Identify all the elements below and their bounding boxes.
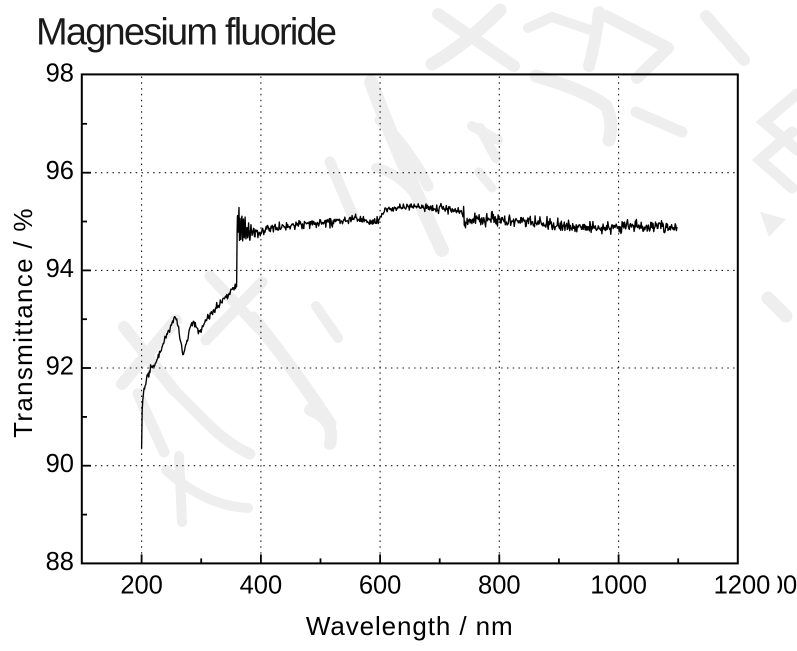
- svg-text:90: 90: [46, 450, 74, 478]
- svg-text:92: 92: [46, 353, 74, 381]
- svg-text:600: 600: [359, 572, 402, 600]
- svg-text:00: 00: [769, 572, 797, 600]
- svg-text:98: 98: [46, 60, 74, 88]
- svg-text:1000: 1000: [590, 572, 647, 600]
- svg-text:Magnesium fluoride: Magnesium fluoride: [36, 11, 336, 53]
- svg-text:88: 88: [46, 548, 74, 576]
- svg-text:94: 94: [46, 255, 74, 283]
- svg-text:Wavelength / nm: Wavelength / nm: [306, 611, 514, 641]
- svg-text:1200: 1200: [714, 572, 771, 600]
- svg-text:Transmittance / %: Transmittance / %: [8, 207, 38, 438]
- svg-text:200: 200: [120, 572, 163, 600]
- svg-text:400: 400: [240, 572, 283, 600]
- svg-text:96: 96: [46, 157, 74, 185]
- svg-text:800: 800: [478, 572, 521, 600]
